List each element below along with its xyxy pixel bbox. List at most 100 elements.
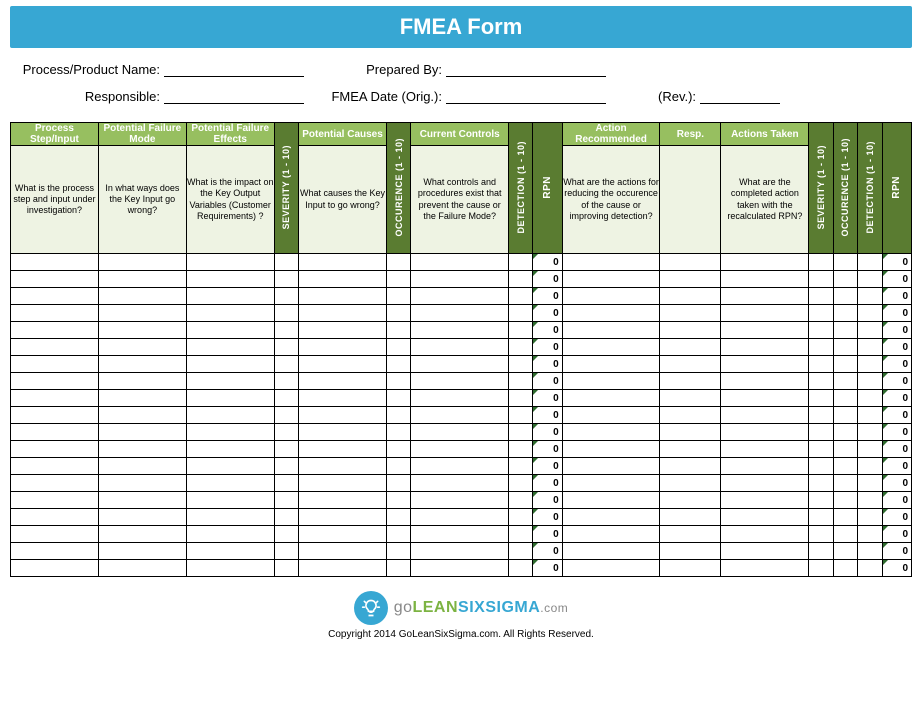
cell-severity2[interactable] <box>809 271 833 288</box>
cell-resp[interactable] <box>660 339 721 356</box>
cell-failure_effects[interactable] <box>186 271 274 288</box>
cell-actions_taken[interactable] <box>721 492 809 509</box>
cell-rpn[interactable]: 0 <box>533 373 562 390</box>
cell-rpn[interactable]: 0 <box>533 322 562 339</box>
cell-occurence[interactable] <box>386 390 410 407</box>
cell-severity[interactable] <box>274 322 298 339</box>
cell-action_rec[interactable] <box>562 322 660 339</box>
cell-actions_taken[interactable] <box>721 288 809 305</box>
cell-action_rec[interactable] <box>562 526 660 543</box>
cell-occurence2[interactable] <box>833 560 857 577</box>
cell-controls[interactable] <box>411 475 509 492</box>
cell-failure_effects[interactable] <box>186 543 274 560</box>
cell-process_step[interactable] <box>11 356 99 373</box>
cell-rpn2[interactable]: 0 <box>882 373 911 390</box>
cell-actions_taken[interactable] <box>721 441 809 458</box>
cell-action_rec[interactable] <box>562 271 660 288</box>
cell-causes[interactable] <box>299 254 387 271</box>
cell-causes[interactable] <box>299 356 387 373</box>
cell-occurence[interactable] <box>386 492 410 509</box>
cell-rpn2[interactable]: 0 <box>882 288 911 305</box>
cell-controls[interactable] <box>411 526 509 543</box>
cell-resp[interactable] <box>660 458 721 475</box>
cell-action_rec[interactable] <box>562 356 660 373</box>
cell-failure_mode[interactable] <box>98 271 186 288</box>
cell-action_rec[interactable] <box>562 492 660 509</box>
cell-detection[interactable] <box>509 441 533 458</box>
cell-controls[interactable] <box>411 543 509 560</box>
cell-failure_effects[interactable] <box>186 373 274 390</box>
cell-occurence[interactable] <box>386 424 410 441</box>
cell-rpn2[interactable]: 0 <box>882 254 911 271</box>
cell-occurence[interactable] <box>386 339 410 356</box>
cell-process_step[interactable] <box>11 424 99 441</box>
cell-occurence2[interactable] <box>833 458 857 475</box>
cell-resp[interactable] <box>660 526 721 543</box>
cell-occurence2[interactable] <box>833 407 857 424</box>
cell-action_rec[interactable] <box>562 560 660 577</box>
cell-process_step[interactable] <box>11 526 99 543</box>
cell-rpn2[interactable]: 0 <box>882 390 911 407</box>
cell-severity[interactable] <box>274 526 298 543</box>
cell-resp[interactable] <box>660 373 721 390</box>
cell-severity2[interactable] <box>809 424 833 441</box>
cell-severity[interactable] <box>274 509 298 526</box>
cell-process_step[interactable] <box>11 254 99 271</box>
cell-rpn2[interactable]: 0 <box>882 407 911 424</box>
cell-action_rec[interactable] <box>562 390 660 407</box>
cell-process_step[interactable] <box>11 407 99 424</box>
cell-detection[interactable] <box>509 390 533 407</box>
cell-failure_effects[interactable] <box>186 526 274 543</box>
cell-causes[interactable] <box>299 271 387 288</box>
cell-severity2[interactable] <box>809 458 833 475</box>
cell-occurence[interactable] <box>386 458 410 475</box>
cell-process_step[interactable] <box>11 560 99 577</box>
cell-resp[interactable] <box>660 509 721 526</box>
cell-failure_effects[interactable] <box>186 339 274 356</box>
cell-actions_taken[interactable] <box>721 475 809 492</box>
cell-resp[interactable] <box>660 560 721 577</box>
cell-action_rec[interactable] <box>562 407 660 424</box>
cell-rpn[interactable]: 0 <box>533 526 562 543</box>
cell-actions_taken[interactable] <box>721 356 809 373</box>
cell-rpn2[interactable]: 0 <box>882 305 911 322</box>
cell-failure_effects[interactable] <box>186 560 274 577</box>
cell-severity[interactable] <box>274 458 298 475</box>
cell-severity2[interactable] <box>809 322 833 339</box>
cell-controls[interactable] <box>411 509 509 526</box>
cell-action_rec[interactable] <box>562 424 660 441</box>
cell-process_step[interactable] <box>11 271 99 288</box>
cell-occurence2[interactable] <box>833 288 857 305</box>
cell-rpn[interactable]: 0 <box>533 254 562 271</box>
cell-resp[interactable] <box>660 356 721 373</box>
cell-resp[interactable] <box>660 543 721 560</box>
cell-severity2[interactable] <box>809 526 833 543</box>
cell-occurence2[interactable] <box>833 373 857 390</box>
cell-actions_taken[interactable] <box>721 458 809 475</box>
cell-detection2[interactable] <box>858 492 882 509</box>
cell-rpn[interactable]: 0 <box>533 407 562 424</box>
cell-resp[interactable] <box>660 322 721 339</box>
cell-detection[interactable] <box>509 271 533 288</box>
cell-resp[interactable] <box>660 254 721 271</box>
cell-controls[interactable] <box>411 458 509 475</box>
cell-failure_effects[interactable] <box>186 441 274 458</box>
cell-detection[interactable] <box>509 407 533 424</box>
cell-detection2[interactable] <box>858 458 882 475</box>
cell-severity[interactable] <box>274 390 298 407</box>
cell-causes[interactable] <box>299 373 387 390</box>
cell-detection2[interactable] <box>858 288 882 305</box>
cell-action_rec[interactable] <box>562 339 660 356</box>
cell-actions_taken[interactable] <box>721 424 809 441</box>
rev-input[interactable] <box>700 90 780 104</box>
cell-process_step[interactable] <box>11 288 99 305</box>
cell-process_step[interactable] <box>11 475 99 492</box>
cell-severity2[interactable] <box>809 560 833 577</box>
cell-detection2[interactable] <box>858 543 882 560</box>
cell-severity2[interactable] <box>809 492 833 509</box>
cell-causes[interactable] <box>299 390 387 407</box>
cell-process_step[interactable] <box>11 305 99 322</box>
cell-causes[interactable] <box>299 492 387 509</box>
cell-failure_mode[interactable] <box>98 288 186 305</box>
cell-action_rec[interactable] <box>562 543 660 560</box>
